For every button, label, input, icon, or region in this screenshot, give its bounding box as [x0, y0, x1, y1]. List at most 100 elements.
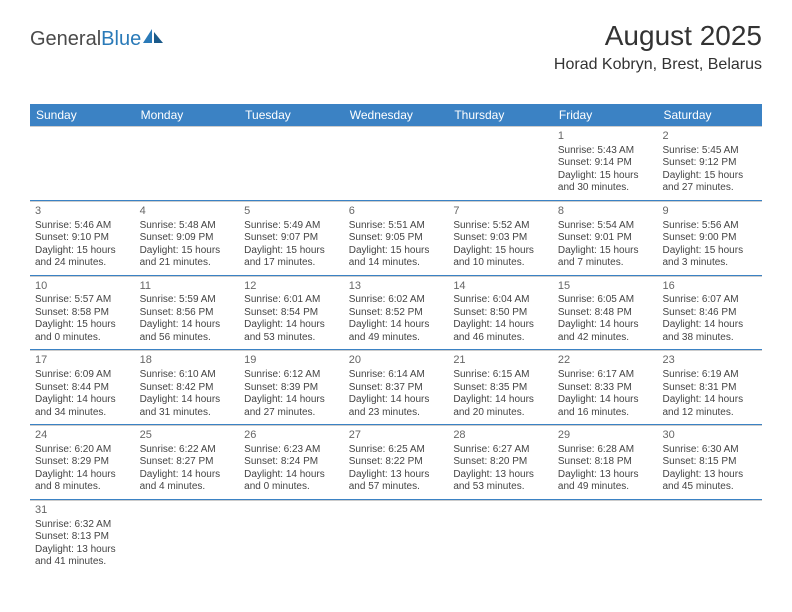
day-cell: 5Sunrise: 5:49 AMSunset: 9:07 PMDaylight…: [239, 201, 344, 275]
week-row: 3Sunrise: 5:46 AMSunset: 9:10 PMDaylight…: [30, 201, 762, 276]
daylight-text: Daylight: 14 hours and 56 minutes.: [140, 319, 235, 344]
day-number: 13: [349, 280, 444, 294]
day-cell-empty: [553, 500, 658, 574]
daylight-text: Daylight: 14 hours and 31 minutes.: [140, 394, 235, 419]
day-cell: 13Sunrise: 6:02 AMSunset: 8:52 PMDayligh…: [344, 276, 449, 350]
sunrise-text: Sunrise: 5:52 AM: [453, 220, 548, 233]
sunrise-text: Sunrise: 5:51 AM: [349, 220, 444, 233]
daylight-text: Daylight: 15 hours and 10 minutes.: [453, 245, 548, 270]
sunrise-text: Sunrise: 6:02 AM: [349, 294, 444, 307]
sunset-text: Sunset: 8:27 PM: [140, 456, 235, 469]
day-cell: 6Sunrise: 5:51 AMSunset: 9:05 PMDaylight…: [344, 201, 449, 275]
daylight-text: Daylight: 15 hours and 21 minutes.: [140, 245, 235, 270]
weekday-header-cell: Thursday: [448, 104, 553, 126]
day-cell-empty: [344, 126, 449, 200]
sunset-text: Sunset: 8:54 PM: [244, 307, 339, 320]
sunrise-text: Sunrise: 5:56 AM: [662, 220, 757, 233]
day-number: 24: [35, 429, 130, 443]
day-number: 14: [453, 280, 548, 294]
sunrise-text: Sunrise: 5:49 AM: [244, 220, 339, 233]
day-cell: 3Sunrise: 5:46 AMSunset: 9:10 PMDaylight…: [30, 201, 135, 275]
sunrise-text: Sunrise: 6:01 AM: [244, 294, 339, 307]
sunrise-text: Sunrise: 6:14 AM: [349, 369, 444, 382]
sunset-text: Sunset: 9:05 PM: [349, 232, 444, 245]
day-number: 4: [140, 205, 235, 219]
sunrise-text: Sunrise: 6:28 AM: [558, 444, 653, 457]
week-row: 17Sunrise: 6:09 AMSunset: 8:44 PMDayligh…: [30, 350, 762, 425]
sunset-text: Sunset: 8:18 PM: [558, 456, 653, 469]
sunrise-text: Sunrise: 5:46 AM: [35, 220, 130, 233]
daylight-text: Daylight: 14 hours and 53 minutes.: [244, 319, 339, 344]
day-cell: 7Sunrise: 5:52 AMSunset: 9:03 PMDaylight…: [448, 201, 553, 275]
weekday-header-cell: Sunday: [30, 104, 135, 126]
sunrise-text: Sunrise: 6:27 AM: [453, 444, 548, 457]
day-number: 28: [453, 429, 548, 443]
sunrise-text: Sunrise: 6:20 AM: [35, 444, 130, 457]
day-number: 7: [453, 205, 548, 219]
day-cell: 26Sunrise: 6:23 AMSunset: 8:24 PMDayligh…: [239, 425, 344, 499]
sunrise-text: Sunrise: 6:17 AM: [558, 369, 653, 382]
sunset-text: Sunset: 8:44 PM: [35, 382, 130, 395]
logo-text-general: General: [30, 28, 101, 51]
day-number: 16: [662, 280, 757, 294]
day-cell: 28Sunrise: 6:27 AMSunset: 8:20 PMDayligh…: [448, 425, 553, 499]
day-cell: 18Sunrise: 6:10 AMSunset: 8:42 PMDayligh…: [135, 350, 240, 424]
daylight-text: Daylight: 14 hours and 8 minutes.: [35, 469, 130, 494]
day-cell: 12Sunrise: 6:01 AMSunset: 8:54 PMDayligh…: [239, 276, 344, 350]
sunrise-text: Sunrise: 6:32 AM: [35, 519, 130, 532]
daylight-text: Daylight: 13 hours and 45 minutes.: [662, 469, 757, 494]
daylight-text: Daylight: 15 hours and 30 minutes.: [558, 170, 653, 195]
sunrise-text: Sunrise: 5:57 AM: [35, 294, 130, 307]
day-cell-empty: [344, 500, 449, 574]
day-cell: 4Sunrise: 5:48 AMSunset: 9:09 PMDaylight…: [135, 201, 240, 275]
sunrise-text: Sunrise: 6:12 AM: [244, 369, 339, 382]
day-cell-empty: [30, 126, 135, 200]
day-cell: 2Sunrise: 5:45 AMSunset: 9:12 PMDaylight…: [657, 126, 762, 200]
day-number: 18: [140, 354, 235, 368]
sunset-text: Sunset: 8:13 PM: [35, 531, 130, 544]
daylight-text: Daylight: 14 hours and 12 minutes.: [662, 394, 757, 419]
day-cell: 8Sunrise: 5:54 AMSunset: 9:01 PMDaylight…: [553, 201, 658, 275]
sunrise-text: Sunrise: 6:25 AM: [349, 444, 444, 457]
daylight-text: Daylight: 13 hours and 53 minutes.: [453, 469, 548, 494]
day-number: 9: [662, 205, 757, 219]
day-number: 19: [244, 354, 339, 368]
location: Horad Kobryn, Brest, Belarus: [554, 56, 762, 74]
week-row: 31Sunrise: 6:32 AMSunset: 8:13 PMDayligh…: [30, 500, 762, 574]
day-number: 26: [244, 429, 339, 443]
day-number: 6: [349, 205, 444, 219]
month-title: August 2025: [554, 20, 762, 52]
day-number: 29: [558, 429, 653, 443]
day-number: 25: [140, 429, 235, 443]
calendar: SundayMondayTuesdayWednesdayThursdayFrid…: [30, 104, 762, 574]
day-cell: 16Sunrise: 6:07 AMSunset: 8:46 PMDayligh…: [657, 276, 762, 350]
day-cell: 25Sunrise: 6:22 AMSunset: 8:27 PMDayligh…: [135, 425, 240, 499]
daylight-text: Daylight: 15 hours and 17 minutes.: [244, 245, 339, 270]
daylight-text: Daylight: 14 hours and 49 minutes.: [349, 319, 444, 344]
daylight-text: Daylight: 15 hours and 24 minutes.: [35, 245, 130, 270]
day-number: 21: [453, 354, 548, 368]
sunset-text: Sunset: 8:15 PM: [662, 456, 757, 469]
day-number: 22: [558, 354, 653, 368]
sunrise-text: Sunrise: 6:05 AM: [558, 294, 653, 307]
sunrise-text: Sunrise: 6:15 AM: [453, 369, 548, 382]
daylight-text: Daylight: 13 hours and 49 minutes.: [558, 469, 653, 494]
day-number: 27: [349, 429, 444, 443]
sunset-text: Sunset: 8:58 PM: [35, 307, 130, 320]
sunrise-text: Sunrise: 6:09 AM: [35, 369, 130, 382]
daylight-text: Daylight: 15 hours and 7 minutes.: [558, 245, 653, 270]
day-cell: 10Sunrise: 5:57 AMSunset: 8:58 PMDayligh…: [30, 276, 135, 350]
daylight-text: Daylight: 14 hours and 34 minutes.: [35, 394, 130, 419]
day-cell-empty: [239, 500, 344, 574]
day-cell-empty: [239, 126, 344, 200]
sunset-text: Sunset: 8:56 PM: [140, 307, 235, 320]
day-cell: 30Sunrise: 6:30 AMSunset: 8:15 PMDayligh…: [657, 425, 762, 499]
day-cell: 11Sunrise: 5:59 AMSunset: 8:56 PMDayligh…: [135, 276, 240, 350]
sunrise-text: Sunrise: 6:04 AM: [453, 294, 548, 307]
daylight-text: Daylight: 14 hours and 27 minutes.: [244, 394, 339, 419]
day-cell: 22Sunrise: 6:17 AMSunset: 8:33 PMDayligh…: [553, 350, 658, 424]
sunset-text: Sunset: 8:46 PM: [662, 307, 757, 320]
sunrise-text: Sunrise: 6:19 AM: [662, 369, 757, 382]
daylight-text: Daylight: 14 hours and 4 minutes.: [140, 469, 235, 494]
sunset-text: Sunset: 8:24 PM: [244, 456, 339, 469]
